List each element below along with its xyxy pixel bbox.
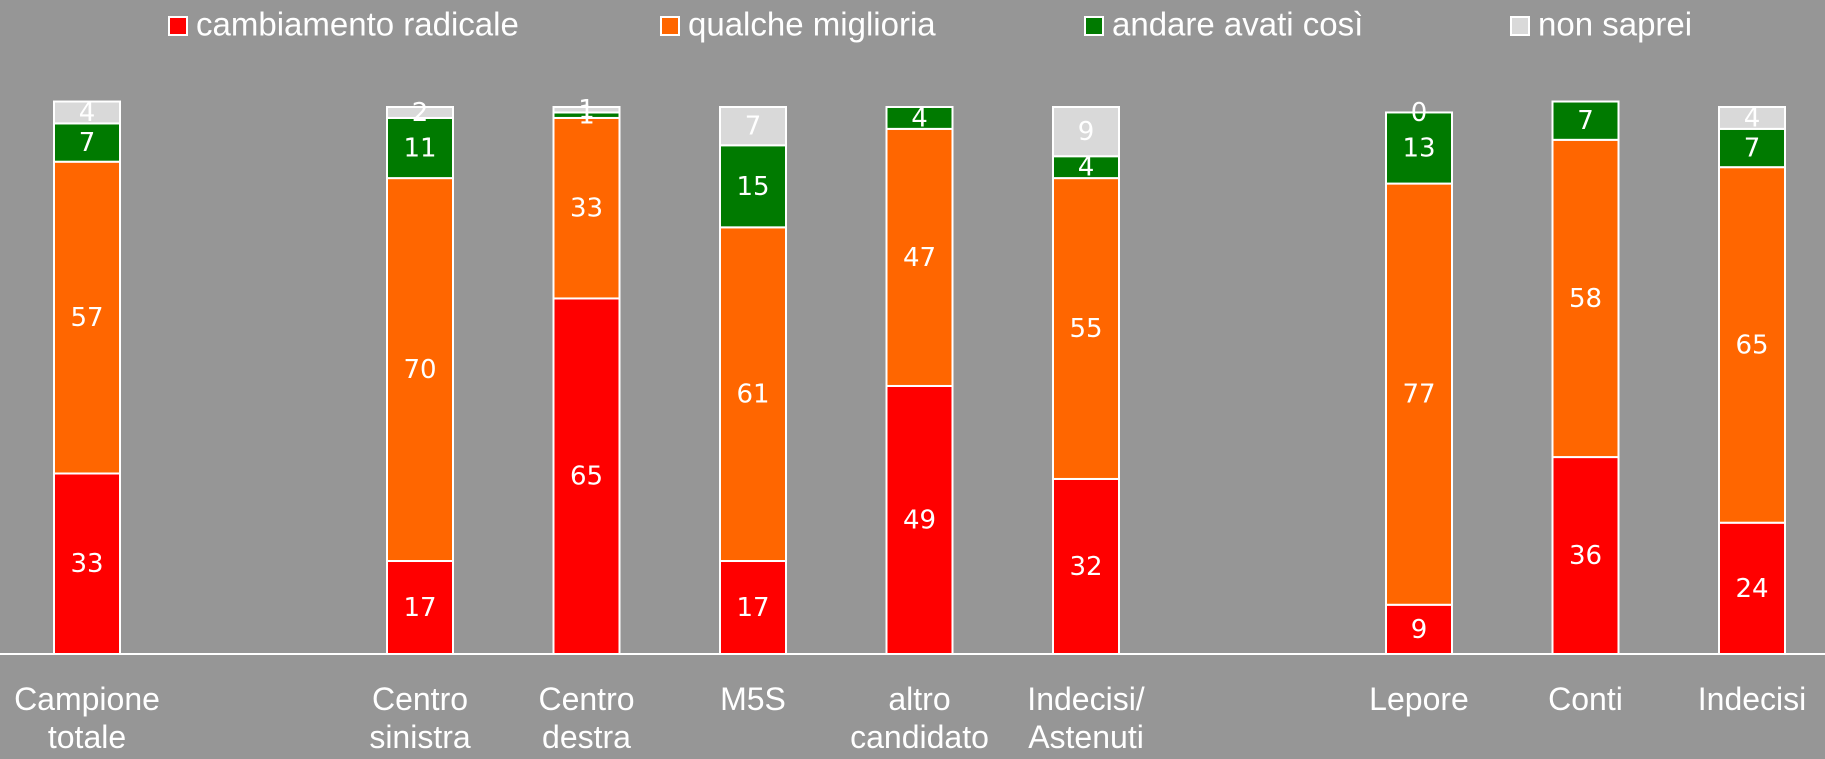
data-label: 9 xyxy=(1078,117,1095,147)
x-tick-label: Centro sinistra xyxy=(369,681,471,755)
bar-segment xyxy=(53,472,121,655)
data-label: 65 xyxy=(1735,330,1768,360)
legend-label: cambiamento radicale xyxy=(196,6,519,43)
data-label: 17 xyxy=(403,593,436,623)
data-label: 1 xyxy=(578,95,595,125)
data-label: 4 xyxy=(911,103,928,133)
data-label: 13 xyxy=(1402,134,1435,164)
legend-label: non saprei xyxy=(1538,6,1692,43)
x-tick-label: Centro destra xyxy=(538,681,635,755)
bar-segment xyxy=(1551,100,1620,141)
legend-swatch xyxy=(1084,16,1104,36)
data-label: 4 xyxy=(1744,103,1761,133)
bar-segment xyxy=(719,106,787,147)
x-tick-label: Indecisi xyxy=(1697,681,1807,717)
data-label: 32 xyxy=(1069,552,1102,582)
x-tick-label: altro candidato xyxy=(850,681,989,755)
legend-swatch xyxy=(660,16,680,36)
legend-swatch xyxy=(1510,16,1530,36)
x-tick-label: Conti xyxy=(1548,681,1623,717)
bar-segment xyxy=(53,160,121,475)
data-label: 7 xyxy=(745,112,762,142)
data-label: 0 xyxy=(1411,98,1428,128)
bar-segment xyxy=(1052,106,1120,158)
data-label: 17 xyxy=(736,593,769,623)
data-label: 24 xyxy=(1735,574,1768,604)
bar-segment xyxy=(386,116,454,180)
bar-segment xyxy=(386,177,454,563)
data-label: 33 xyxy=(570,194,603,224)
data-label: 55 xyxy=(1069,314,1102,344)
data-label: 61 xyxy=(736,380,769,410)
data-label: 9 xyxy=(1411,615,1428,645)
data-label: 57 xyxy=(70,303,103,333)
data-label: 70 xyxy=(403,355,436,385)
bar-segment xyxy=(552,297,621,655)
data-label: 47 xyxy=(903,243,936,273)
data-label: 7 xyxy=(1577,106,1594,136)
bar-segment xyxy=(53,100,121,125)
bar-segment xyxy=(1052,177,1120,480)
x-tick-label: Lepore xyxy=(1369,681,1469,717)
x-tick-label: M5S xyxy=(720,681,786,717)
data-label: 77 xyxy=(1402,380,1435,410)
data-label: 65 xyxy=(570,462,603,492)
bar-segment xyxy=(386,106,454,119)
data-label: 7 xyxy=(79,128,96,158)
data-label: 4 xyxy=(1078,153,1095,183)
data-label: 2 xyxy=(412,98,429,128)
x-tick-label: Indecisi/ Astenuti xyxy=(1027,681,1145,755)
bar-segment xyxy=(719,226,787,563)
bar-segment xyxy=(719,144,787,229)
bar-segment xyxy=(1385,182,1453,606)
bar-segment xyxy=(1718,106,1786,130)
bar-segment xyxy=(885,106,954,130)
bar-segment xyxy=(1718,166,1786,524)
bar-segment xyxy=(1718,521,1786,655)
bar-segment xyxy=(885,127,954,387)
data-label: 11 xyxy=(403,134,436,164)
bar-segment xyxy=(1385,111,1453,185)
data-label: 4 xyxy=(79,98,96,128)
bar-segment xyxy=(1052,477,1120,655)
bar-segment xyxy=(1551,138,1620,459)
x-tick-label: Campione totale xyxy=(14,681,160,755)
legend-label: andare avati così xyxy=(1112,6,1363,43)
bar-segment xyxy=(719,560,787,656)
bar-segment xyxy=(885,384,954,655)
data-label: 33 xyxy=(70,549,103,579)
legend-label: qualche miglioria xyxy=(688,6,936,43)
bar-segment xyxy=(552,106,621,114)
data-label: 58 xyxy=(1569,284,1602,314)
data-label: 36 xyxy=(1569,541,1602,571)
legend-swatch xyxy=(168,16,188,36)
data-label: 15 xyxy=(736,172,769,202)
data-label: 7 xyxy=(1744,134,1761,164)
data-label: 49 xyxy=(903,505,936,535)
